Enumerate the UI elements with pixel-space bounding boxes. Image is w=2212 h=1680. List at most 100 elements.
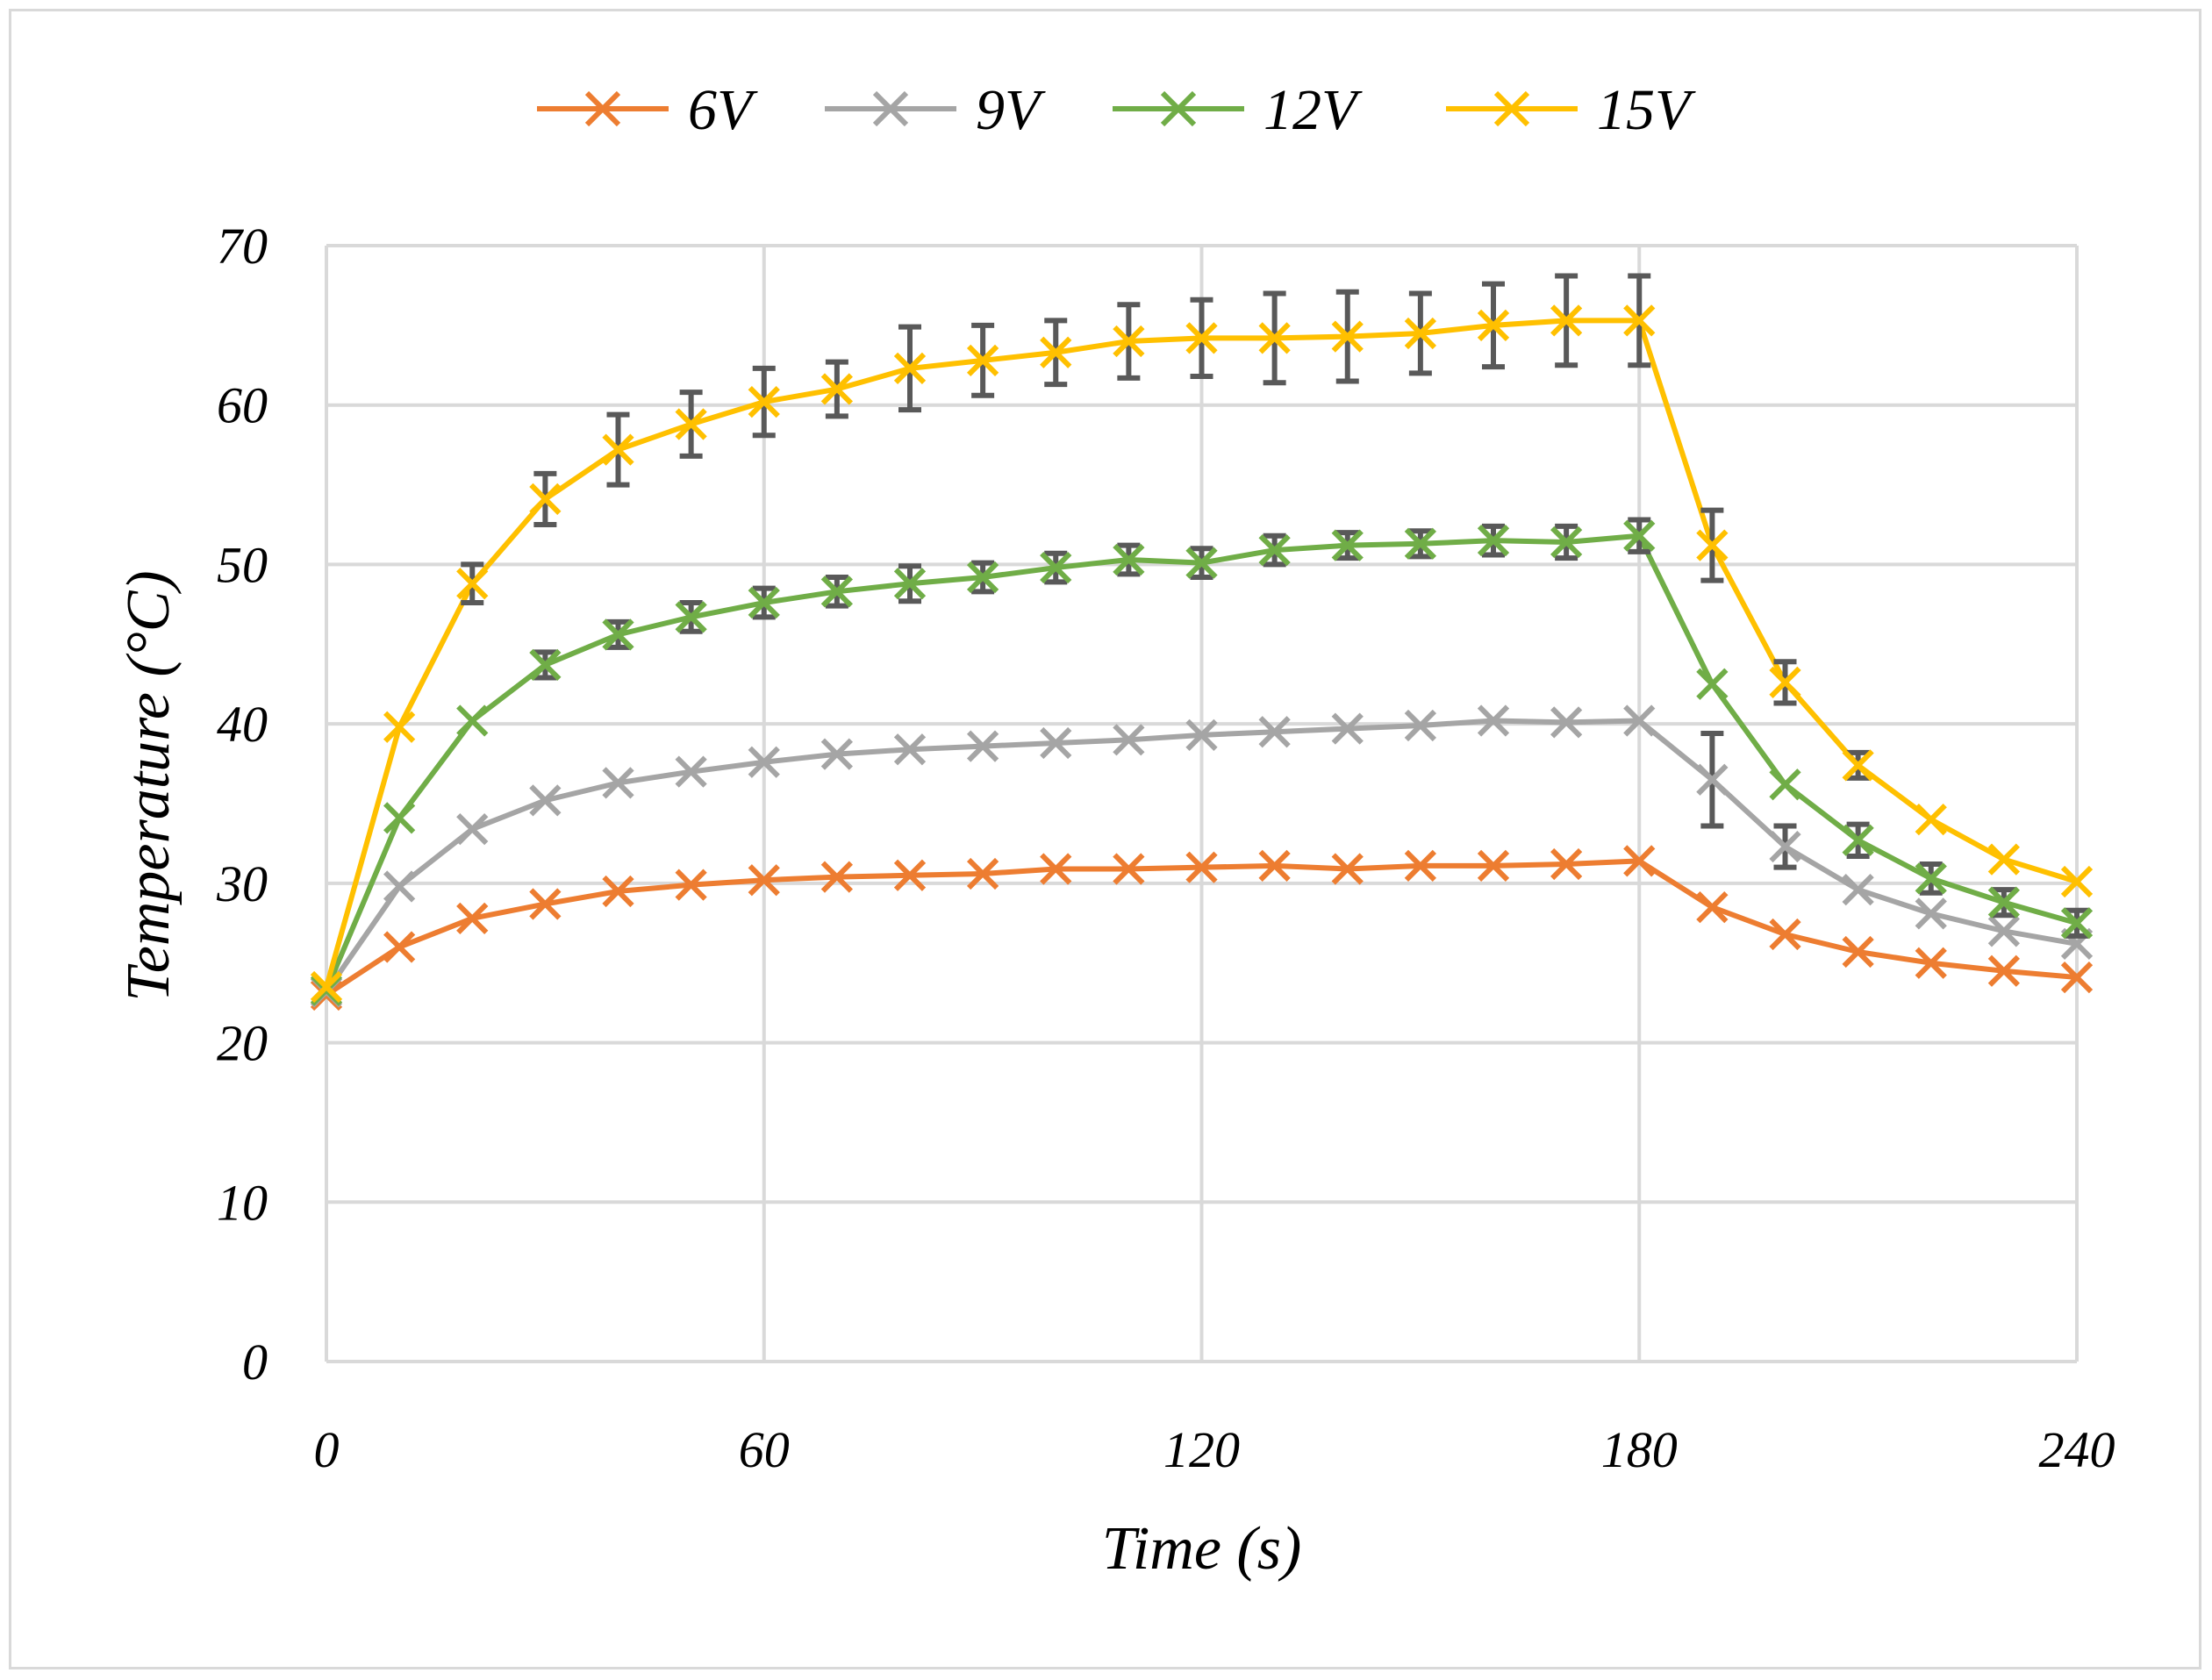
- data-point: [1477, 525, 1510, 557]
- data-point: [1040, 336, 1072, 368]
- legend-label: 15V: [1597, 78, 1696, 142]
- data-point: [748, 864, 780, 897]
- data-point: [820, 861, 853, 893]
- data-point: [1769, 769, 1801, 801]
- data-point: [1404, 527, 1436, 560]
- data-point: [1623, 304, 1656, 337]
- data-point: [602, 433, 634, 466]
- x-tick-label: 0: [314, 1421, 340, 1478]
- data-point: [1696, 763, 1729, 796]
- data-point: [2060, 865, 2094, 898]
- data-point: [1258, 849, 1291, 882]
- legend-marker: [1160, 90, 1197, 127]
- data-point: [1769, 918, 1801, 951]
- data-point: [820, 373, 853, 405]
- data-point: [1404, 317, 1436, 350]
- data-point: [2060, 907, 2094, 940]
- y-tick-label: 50: [217, 536, 268, 593]
- legend-label: 12V: [1263, 78, 1363, 142]
- data-point: [383, 711, 416, 743]
- data-point: [893, 568, 927, 600]
- x-axis-label: Time (s): [1102, 1515, 1302, 1583]
- series-9V: [310, 704, 2094, 1008]
- data-point: [1477, 849, 1510, 882]
- data-point: [1331, 853, 1364, 885]
- data-point: [1185, 718, 1218, 751]
- data-point: [967, 344, 999, 376]
- legend-marker: [1493, 90, 1530, 127]
- y-tick-label: 30: [216, 855, 268, 912]
- data-point: [1185, 547, 1218, 579]
- y-tick-label: 10: [217, 1174, 268, 1231]
- data-point: [1842, 749, 1874, 782]
- data-point: [1331, 712, 1364, 745]
- data-point: [967, 857, 999, 890]
- data-point: [1477, 309, 1510, 341]
- data-point: [967, 561, 999, 594]
- data-point: [675, 869, 707, 901]
- data-point: [383, 802, 416, 834]
- data-point: [1550, 706, 1583, 739]
- data-point: [456, 902, 489, 934]
- x-tick-label: 180: [1601, 1421, 1678, 1478]
- data-point: [1113, 853, 1145, 885]
- data-point: [1331, 320, 1364, 353]
- data-point: [1477, 704, 1510, 737]
- data-point: [1040, 726, 1072, 760]
- data-point: [1842, 824, 1874, 856]
- y-tick-label: 40: [217, 696, 268, 753]
- data-point: [820, 575, 853, 608]
- data-point: [1915, 804, 1947, 836]
- y-tick-label: 0: [242, 1333, 268, 1390]
- legend-label: 6V: [688, 78, 758, 142]
- data-point: [602, 875, 634, 908]
- data-point: [1331, 529, 1364, 561]
- series-group: [310, 273, 2094, 1012]
- data-point: [1185, 851, 1218, 883]
- data-point: [1185, 322, 1218, 354]
- data-point: [1915, 897, 1947, 930]
- data-point: [1842, 935, 1874, 969]
- data-point: [675, 755, 707, 788]
- data-point: [529, 648, 562, 682]
- data-point: [602, 767, 634, 799]
- data-point: [1696, 668, 1729, 700]
- data-point: [893, 352, 927, 385]
- data-point: [1769, 666, 1801, 699]
- data-point: [1696, 529, 1729, 561]
- data-point: [1987, 886, 2020, 919]
- legend-item-15V: 15V: [1446, 78, 1696, 142]
- data-point: [383, 931, 416, 963]
- data-point: [675, 601, 707, 633]
- data-point: [383, 870, 416, 903]
- data-point: [529, 784, 562, 817]
- data-point: [1769, 830, 1801, 863]
- data-point: [456, 812, 489, 846]
- data-point: [893, 859, 927, 891]
- data-point: [748, 746, 780, 778]
- data-point: [1550, 847, 1583, 881]
- data-point: [2060, 961, 2094, 994]
- x-tick-label: 240: [2039, 1421, 2115, 1478]
- legend-marker: [872, 90, 909, 127]
- legend-marker: [584, 90, 621, 127]
- data-point: [820, 738, 853, 770]
- data-point: [1258, 716, 1291, 748]
- legend-label: 9V: [976, 78, 1046, 142]
- data-point: [1113, 543, 1145, 576]
- data-point: [1258, 322, 1291, 354]
- data-point: [1040, 853, 1072, 885]
- data-point: [1987, 954, 2020, 987]
- data-point: [1842, 874, 1874, 906]
- data-point: [1404, 709, 1436, 742]
- data-point: [748, 385, 780, 418]
- data-point: [1040, 551, 1072, 584]
- data-point: [456, 704, 489, 737]
- legend: 6V 9V 12V 15V: [537, 78, 1696, 142]
- data-point: [529, 888, 562, 920]
- y-tick-label: 70: [217, 218, 268, 275]
- data-point: [967, 730, 999, 762]
- legend-item-6V: 6V: [537, 78, 758, 142]
- x-tick-label: 60: [739, 1421, 790, 1478]
